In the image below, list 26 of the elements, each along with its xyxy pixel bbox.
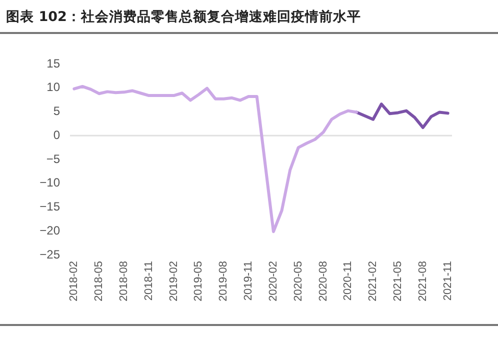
x-tick-label: 2020-11 xyxy=(342,261,354,301)
x-tick-label: 2019-02 xyxy=(168,261,180,302)
y-tick-label: −10 xyxy=(40,176,60,190)
y-tick-label: −15 xyxy=(40,200,60,214)
x-tick-label: 2019-05 xyxy=(192,261,205,302)
x-tick-label: 2021-08 xyxy=(416,261,429,302)
x-tick-label: 2020-05 xyxy=(292,261,304,302)
x-tick-label: 2019-08 xyxy=(218,261,230,302)
x-tick-label: 2020-02 xyxy=(267,261,280,302)
x-tick-label: 2021-05 xyxy=(392,261,404,302)
x-tick-label: 2021-11 xyxy=(442,261,454,301)
y-tick-label: −25 xyxy=(40,247,60,262)
y-tick-label: −20 xyxy=(40,223,60,238)
y-tick-label: 10 xyxy=(46,80,60,94)
x-tick-label: 2018-02 xyxy=(68,261,80,302)
y-tick-label: 15 xyxy=(46,56,60,70)
x-tick-label: 2019-11 xyxy=(242,261,255,301)
y-tick-label: 5 xyxy=(53,104,60,118)
x-tick-label: 2020-08 xyxy=(317,261,330,302)
x-tick-label: 2018-05 xyxy=(93,261,106,302)
x-tick-label: 2021-02 xyxy=(367,261,380,302)
chart-title: 图表 102：社会消费品零售总额复合增速难回疫情前水平 xyxy=(6,8,361,26)
x-tick-label: 2018-08 xyxy=(118,261,130,302)
y-tick-label: 0 xyxy=(53,128,60,142)
x-tick-label: 2018-11 xyxy=(142,261,155,301)
y-tick-label: −5 xyxy=(46,152,60,166)
